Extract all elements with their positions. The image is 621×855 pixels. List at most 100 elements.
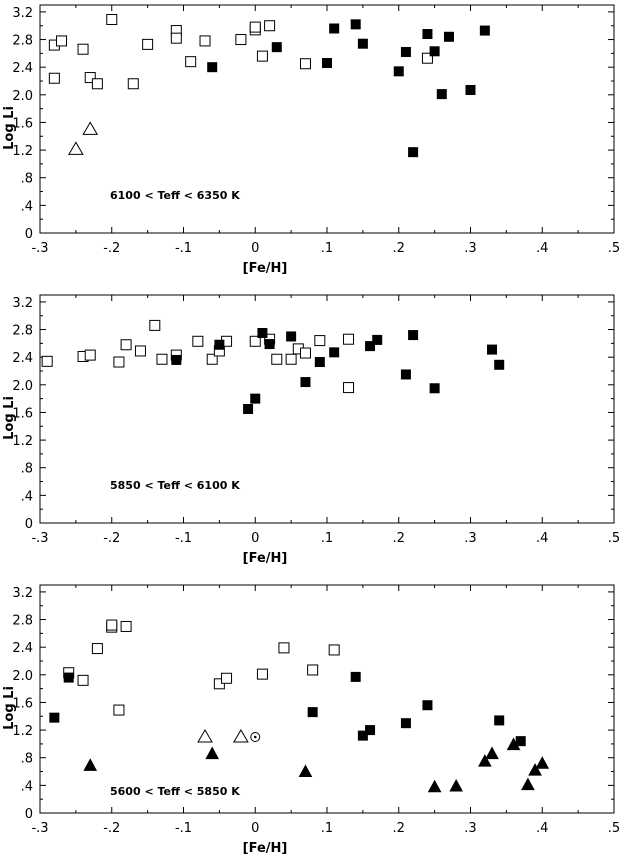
panel-1-open-square-marker xyxy=(236,35,246,45)
panel-3-filled-square-marker xyxy=(64,673,73,682)
panel-1-open-square-marker xyxy=(143,39,153,49)
panel-1-teff-range: 6100 < Teff < 6350 K xyxy=(110,189,240,202)
panel-2-filled-square-marker xyxy=(330,348,339,357)
panel-3-filled-triangle-marker xyxy=(84,759,96,770)
panel-1-y-tick-label: .8 xyxy=(21,172,33,187)
panel-2-filled-square-marker xyxy=(301,378,310,387)
panel-3-open-square-marker xyxy=(107,620,117,630)
panel-2-teff-range: 5850 < Teff < 6100 K xyxy=(110,479,240,492)
panel-2-open-square-marker xyxy=(344,383,354,393)
panel-1-x-tick-label: -.2 xyxy=(103,241,120,256)
panel-2-x-tick-label: 0 xyxy=(251,531,259,546)
panel-2-open-square-marker xyxy=(300,348,310,358)
panel-3-open-triangle-marker xyxy=(198,730,212,742)
panel-1-y-tick-label: .4 xyxy=(21,199,33,214)
panel-3: [Fe/H] Log Li 5600 < Teff < 5850 K -.3 -.… xyxy=(2,585,620,855)
panel-2-filled-square-marker xyxy=(215,340,224,349)
panel-2-x-tick-label: .3 xyxy=(464,531,476,546)
panel-1: [Fe/H] Log Li 6100 < Teff < 6350 K -.3 -.… xyxy=(2,5,620,276)
panel-3-y-tick-label: .8 xyxy=(21,752,33,767)
panel-2-filled-square-marker xyxy=(287,332,296,341)
panel-3-filled-square-marker xyxy=(516,737,525,746)
panel-3-open-square-marker xyxy=(114,705,124,715)
panel-1-open-square-marker xyxy=(107,15,117,25)
panel-3-filled-square-marker xyxy=(50,713,59,722)
panel-2-open-square-marker xyxy=(272,354,282,364)
panel-2-y-tick-label: 2.8 xyxy=(12,324,33,339)
panel-3-x-tick-label: .4 xyxy=(536,821,548,836)
panel-2-open-square-marker xyxy=(135,346,145,356)
panel-1-y-tick-label: 0 xyxy=(25,227,33,242)
panel-3-xlabel: [Fe/H] xyxy=(243,841,288,855)
panel-2-x-tick-label: .2 xyxy=(393,531,405,546)
panel-2-x-tick-label: -.1 xyxy=(175,531,192,546)
panel-1-x-tick-label: -.3 xyxy=(31,241,48,256)
panel-3-open-square-marker xyxy=(308,665,318,675)
panel-3-open-triangle-marker xyxy=(234,730,248,742)
panel-3-filled-square-marker xyxy=(308,708,317,717)
panel-2-y-tick-label: 2.0 xyxy=(12,379,33,394)
panel-3-filled-triangle-marker xyxy=(299,766,311,777)
panel-1-y-tick-label: 1.2 xyxy=(12,144,33,159)
panel-3-y-tick-label: 1.2 xyxy=(12,724,33,739)
panel-2-filled-square-marker xyxy=(251,394,260,403)
panel-1-open-triangle-marker xyxy=(83,122,97,134)
panel-3-teff-range: 5600 < Teff < 5850 K xyxy=(110,785,240,798)
panel-2-open-square-marker xyxy=(85,350,95,360)
panel-1-xlabel: [Fe/H] xyxy=(243,261,288,276)
panel-3-filled-square-marker xyxy=(366,726,375,735)
panel-2-open-square-marker xyxy=(114,357,124,367)
panel-2-x-tick-label: .4 xyxy=(536,531,548,546)
panel-2-filled-square-marker xyxy=(401,370,410,379)
panel-2-y-tick-label: 1.6 xyxy=(12,406,33,421)
panel-3-filled-triangle-marker xyxy=(450,780,462,791)
panel-2-x-tick-label: -.3 xyxy=(31,531,48,546)
panel-1-x-tick-label: .5 xyxy=(608,241,620,256)
panel-3-y-tick-label: 2.4 xyxy=(12,641,33,656)
panel-1-x-tick-label: .1 xyxy=(321,241,333,256)
panel-3-x-tick-label: -.2 xyxy=(103,821,120,836)
panel-3-filled-square-marker xyxy=(401,719,410,728)
panel-3-x-tick-label: .5 xyxy=(608,821,620,836)
panel-1-filled-square-marker xyxy=(423,30,432,39)
panel-3-y-tick-label: 1.6 xyxy=(12,696,33,711)
panel-1-open-square-marker xyxy=(250,22,260,32)
panel-1-open-square-marker xyxy=(265,21,275,31)
panel-2-open-square-marker xyxy=(157,354,167,364)
panel-2: [Fe/H] Log Li 5850 < Teff < 6100 K -.3 -.… xyxy=(2,295,620,566)
panel-1-filled-square-marker xyxy=(409,148,418,157)
panel-3-y-tick-label: 0 xyxy=(25,807,33,822)
panel-2-filled-square-marker xyxy=(409,331,418,340)
panel-1-open-square-marker xyxy=(200,36,210,46)
panel-3-open-square-marker xyxy=(257,669,267,679)
panel-1-x-tick-label: .2 xyxy=(393,241,405,256)
panel-2-filled-square-marker xyxy=(315,358,324,367)
panel-3-filled-triangle-marker xyxy=(486,748,498,759)
panel-3-x-tick-label: -.3 xyxy=(31,821,48,836)
panel-3-y-tick-label: 3.2 xyxy=(12,586,33,601)
panel-3-filled-square-marker xyxy=(351,672,360,681)
panel-2-filled-square-marker xyxy=(373,335,382,344)
panel-1-filled-square-marker xyxy=(430,47,439,56)
panel-2-open-square-marker xyxy=(344,334,354,344)
panel-1-open-square-marker xyxy=(128,79,138,89)
panel-3-open-square-marker xyxy=(121,621,131,631)
panel-2-y-tick-label: 1.2 xyxy=(12,434,33,449)
panel-1-open-square-marker xyxy=(300,59,310,69)
panel-1-y-tick-label: 1.6 xyxy=(12,116,33,131)
panel-1-filled-square-marker xyxy=(394,67,403,76)
panel-2-filled-square-marker xyxy=(244,405,253,414)
panel-3-x-tick-label: -.1 xyxy=(175,821,192,836)
panel-2-y-tick-label: 3.2 xyxy=(12,296,33,311)
panel-2-open-square-marker xyxy=(121,340,131,350)
panel-2-y-tick-label: 2.4 xyxy=(12,351,33,366)
panel-2-filled-square-marker xyxy=(258,329,267,338)
panel-2-y-tick-label: .4 xyxy=(21,489,33,504)
panel-2-open-square-marker xyxy=(42,356,52,366)
panel-1-filled-square-marker xyxy=(401,47,410,56)
panel-1-open-square-marker xyxy=(171,33,181,43)
panel-1-open-square-marker xyxy=(78,44,88,54)
panel-2-filled-square-marker xyxy=(495,360,504,369)
panel-3-filled-triangle-marker xyxy=(522,779,534,790)
panel-1-open-square-marker xyxy=(186,57,196,67)
